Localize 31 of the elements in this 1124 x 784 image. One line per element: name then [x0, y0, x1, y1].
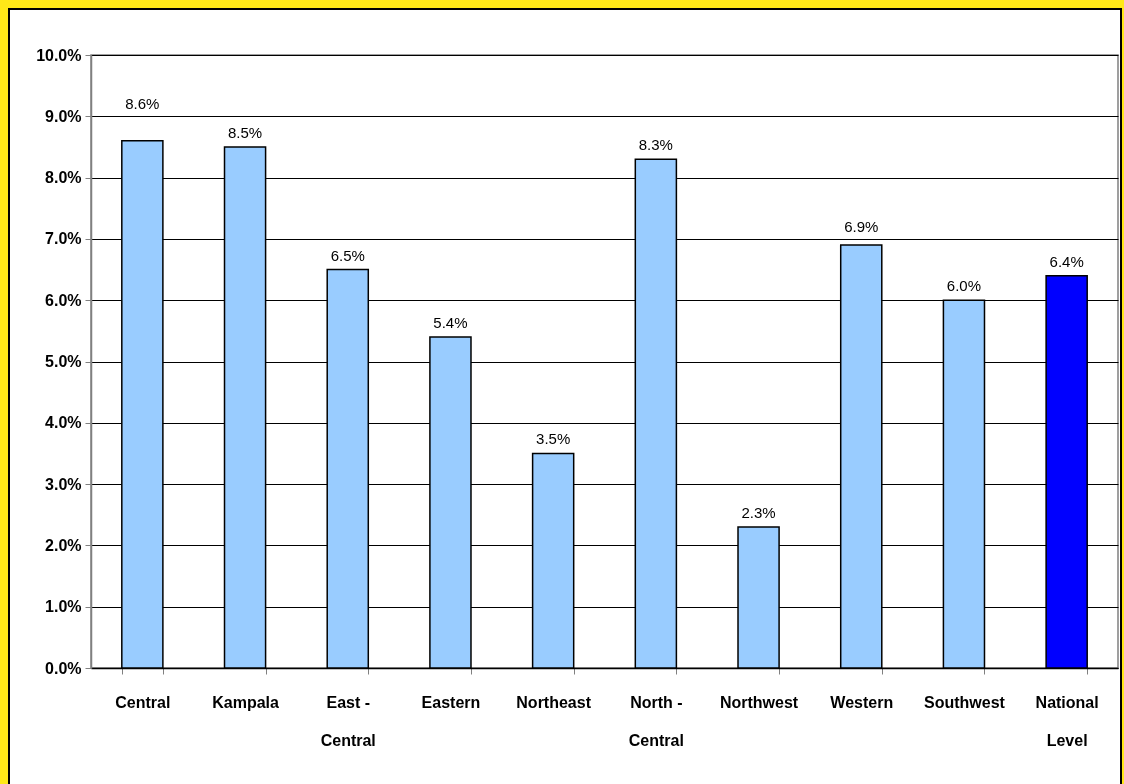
y-tick-label: 3.0%: [45, 475, 82, 493]
data-label: 3.5%: [536, 430, 571, 448]
y-tick-label: 8.0%: [45, 169, 82, 187]
y-tick-label: 5.0%: [45, 353, 82, 370]
data-label: 6.4%: [1049, 252, 1084, 270]
x-tick-label: Kampala: [212, 693, 279, 711]
category-label: North - Central: [628, 693, 684, 749]
data-label: 6.0%: [946, 277, 982, 295]
y-tick-label: 7.0%: [45, 230, 82, 248]
x-tick-label: Northeast: [516, 693, 592, 711]
data-label: 8.6%: [125, 94, 160, 112]
data-label: 6.5%: [330, 246, 365, 264]
x-tick-label: Northwest: [719, 693, 799, 711]
category-label: East - Central: [320, 693, 376, 749]
y-tick-label: 4.0%: [45, 414, 82, 432]
y-tick-label: 0.0%: [45, 659, 82, 677]
y-tick-label: 1.0%: [45, 598, 82, 616]
y-tick-label: 6.0%: [45, 291, 82, 309]
category-label: National Level: [1035, 693, 1099, 749]
x-tick-label: Southwest: [924, 693, 1006, 711]
data-label: 8.3%: [638, 136, 673, 154]
x-tick-label: Western: [830, 693, 894, 711]
data-label: 5.4%: [433, 313, 468, 331]
y-tick-label: 2.0%: [45, 536, 82, 554]
data-label: 2.3%: [741, 504, 776, 522]
data-label: 6.9%: [844, 218, 879, 236]
data-label: 8.5%: [227, 123, 263, 141]
x-tick-label: Eastern: [421, 693, 481, 711]
y-tick-label: 9.0%: [45, 107, 82, 125]
x-tick-label: Central: [115, 693, 171, 711]
y-tick-label: 10.0%: [36, 46, 82, 64]
